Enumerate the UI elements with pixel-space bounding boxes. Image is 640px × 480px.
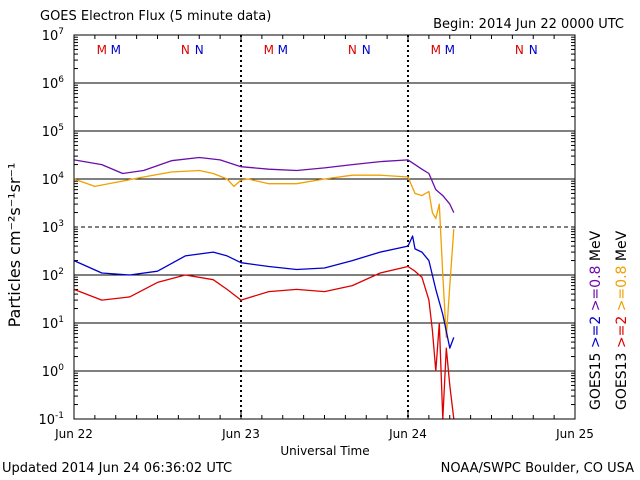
x-tick-labels: Jun 22 Jun 23 Jun 24 Jun 25 bbox=[54, 427, 594, 441]
marker-label: M bbox=[97, 43, 107, 57]
y-tick-labels: 10-1 100 101 102 103 104 105 106 107 bbox=[38, 27, 64, 428]
marker-label: N bbox=[515, 43, 524, 57]
legend-entry-GOES15: GOES15 >=2 >=0.8 MeV bbox=[588, 230, 604, 410]
x-tick-label: Jun 24 bbox=[388, 427, 427, 441]
legend-entry-GOES13: GOES13 >=2 >=0.8 MeV bbox=[614, 230, 630, 410]
marker-label: N bbox=[362, 43, 371, 57]
marker-label: N bbox=[529, 43, 538, 57]
x-tick-label: Jun 25 bbox=[555, 427, 594, 441]
chart-title: GOES Electron Flux (5 minute data) bbox=[40, 9, 272, 24]
marker-label: N bbox=[195, 43, 204, 57]
x-tick-label: Jun 23 bbox=[221, 427, 260, 441]
series-line-3 bbox=[73, 265, 455, 420]
marker-label: M bbox=[445, 43, 455, 57]
y-tick-label: 105 bbox=[42, 123, 64, 140]
legend: GOES15 >=2 >=0.8 MeV GOES13 >=2 >=0.8 MeV bbox=[588, 230, 630, 410]
y-tick-label: 104 bbox=[42, 171, 65, 188]
y-tick-label: 100 bbox=[42, 363, 65, 380]
y-axis-label: Particles cm⁻²s⁻¹sr⁻¹ bbox=[5, 163, 24, 328]
y-tick-label: 103 bbox=[42, 219, 64, 236]
x-axis-label: Universal Time bbox=[280, 444, 369, 458]
y-tick-label: 101 bbox=[42, 315, 64, 332]
series-layer bbox=[73, 156, 455, 420]
y-tick-label: 107 bbox=[42, 27, 64, 44]
marker-label: N bbox=[181, 43, 190, 57]
series-line-0 bbox=[73, 156, 455, 213]
y-tick-label: 102 bbox=[42, 267, 64, 284]
x-tick-label: Jun 22 bbox=[54, 427, 93, 441]
marker-label: M bbox=[111, 43, 121, 57]
marker-label: M bbox=[264, 43, 274, 57]
begin-time: Begin: 2014 Jun 22 0000 UTC bbox=[433, 17, 624, 32]
series-line-1 bbox=[73, 169, 455, 339]
grid-lines bbox=[73, 34, 576, 420]
marker-label: M bbox=[431, 43, 441, 57]
plot-frame bbox=[73, 34, 576, 420]
series-line-2 bbox=[73, 235, 455, 349]
marker-label: N bbox=[348, 43, 357, 57]
credit-line: NOAA/SWPC Boulder, CO USA bbox=[440, 461, 634, 476]
y-tick-label: 106 bbox=[42, 75, 65, 92]
updated-time: Updated 2014 Jun 24 06:36:02 UTC bbox=[2, 461, 233, 476]
y-tick-label: 10-1 bbox=[38, 411, 64, 428]
marker-label: M bbox=[278, 43, 288, 57]
